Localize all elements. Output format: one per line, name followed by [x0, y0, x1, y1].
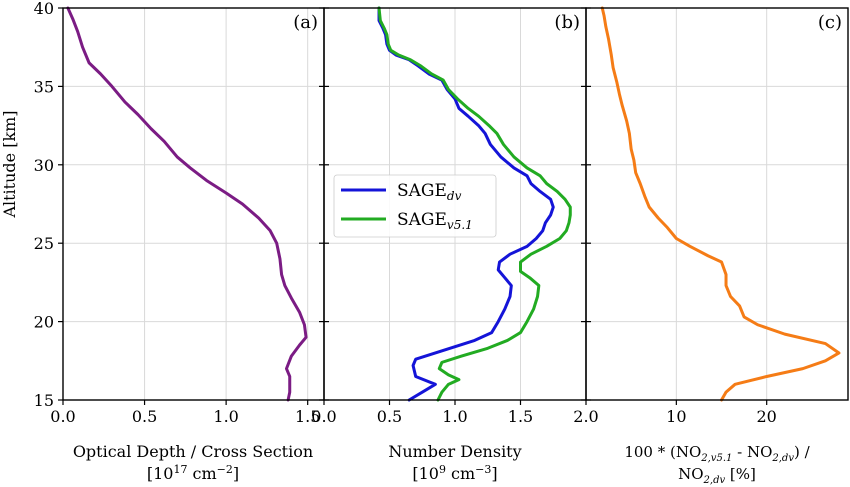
panel-a-ticks: 0.0 0.5 1.0 1.5 15 20 25 30 35 40 — [34, 0, 321, 426]
panel-b-xtick-label-2: 1.0 — [442, 407, 467, 426]
panel-b-xtick-label-4: 2.0 — [573, 407, 598, 426]
panel-c-series — [600, 6, 841, 402]
panel-a-frame — [62, 7, 325, 401]
panel-c-series-line-0 — [600, 6, 841, 402]
panel-a-label: (a) — [293, 12, 318, 33]
x-axis-label-c-line1: 100 * (NO2,v5.1 - NO2,dv) / — [624, 443, 810, 464]
panel-c-frame — [585, 7, 849, 401]
x-axis-label-c-line2: NO2,dv [%] — [678, 465, 756, 486]
panel-a-ytick-label-5: 40 — [34, 0, 54, 18]
legend: SAGEdv SAGEv5.1 — [333, 174, 497, 238]
panel-c-ticks: 10 20 — [581, 7, 777, 426]
panel-c: 10 20 (c) — [581, 6, 849, 426]
panel-b-label: (b) — [554, 12, 580, 33]
panel-a-xtick-label-3: 1.5 — [295, 407, 320, 426]
panel-b-ticks: 0.0 0.5 1.0 1.5 2.0 — [311, 7, 599, 426]
x-axis-label-a-line1: Optical Depth / Cross Section — [73, 442, 313, 461]
panel-c-label: (c) — [818, 12, 842, 33]
panel-a-ytick-label-0: 15 — [34, 391, 54, 410]
panel-c-xtick-label-0: 10 — [666, 407, 686, 426]
panel-b-xtick-label-3: 1.5 — [508, 407, 533, 426]
panel-a-ytick-label-2: 25 — [34, 234, 54, 253]
panel-a-xtick-label-0: 0.0 — [50, 407, 75, 426]
panel-a-grid — [62, 7, 324, 401]
panel-b-xtick-label-0: 0.0 — [311, 407, 336, 426]
panel-b-xtick-label-1: 0.5 — [377, 407, 402, 426]
panel-a-series — [66, 6, 308, 402]
panel-b-series-line-1 — [377, 6, 572, 402]
x-axis-label-a-line2: [1017 cm−2] — [147, 463, 239, 483]
y-axis-label: Altitude [km] — [0, 110, 19, 218]
panel-a: 0.0 0.5 1.0 1.5 15 20 25 30 35 40 (a) — [34, 0, 325, 426]
panel-c-xtick-label-1: 20 — [757, 407, 777, 426]
panel-a-ytick-label-4: 35 — [34, 77, 54, 96]
panel-a-ytick-label-3: 30 — [34, 156, 54, 175]
panel-a-xtick-label-1: 0.5 — [132, 407, 157, 426]
legend-entry-sage-dv: SAGEdv — [397, 181, 462, 203]
panel-a-series-line-0 — [66, 6, 308, 402]
panel-b-series — [377, 6, 572, 402]
panel-a-ytick-label-1: 20 — [34, 313, 54, 332]
legend-entry-sage-v51: SAGEv5.1 — [397, 210, 473, 232]
x-axis-label-b-line2: [109 cm−3] — [412, 463, 497, 483]
panel-a-xtick-label-2: 1.0 — [213, 407, 238, 426]
x-axis-label-b-line1: Number Density — [388, 442, 521, 461]
